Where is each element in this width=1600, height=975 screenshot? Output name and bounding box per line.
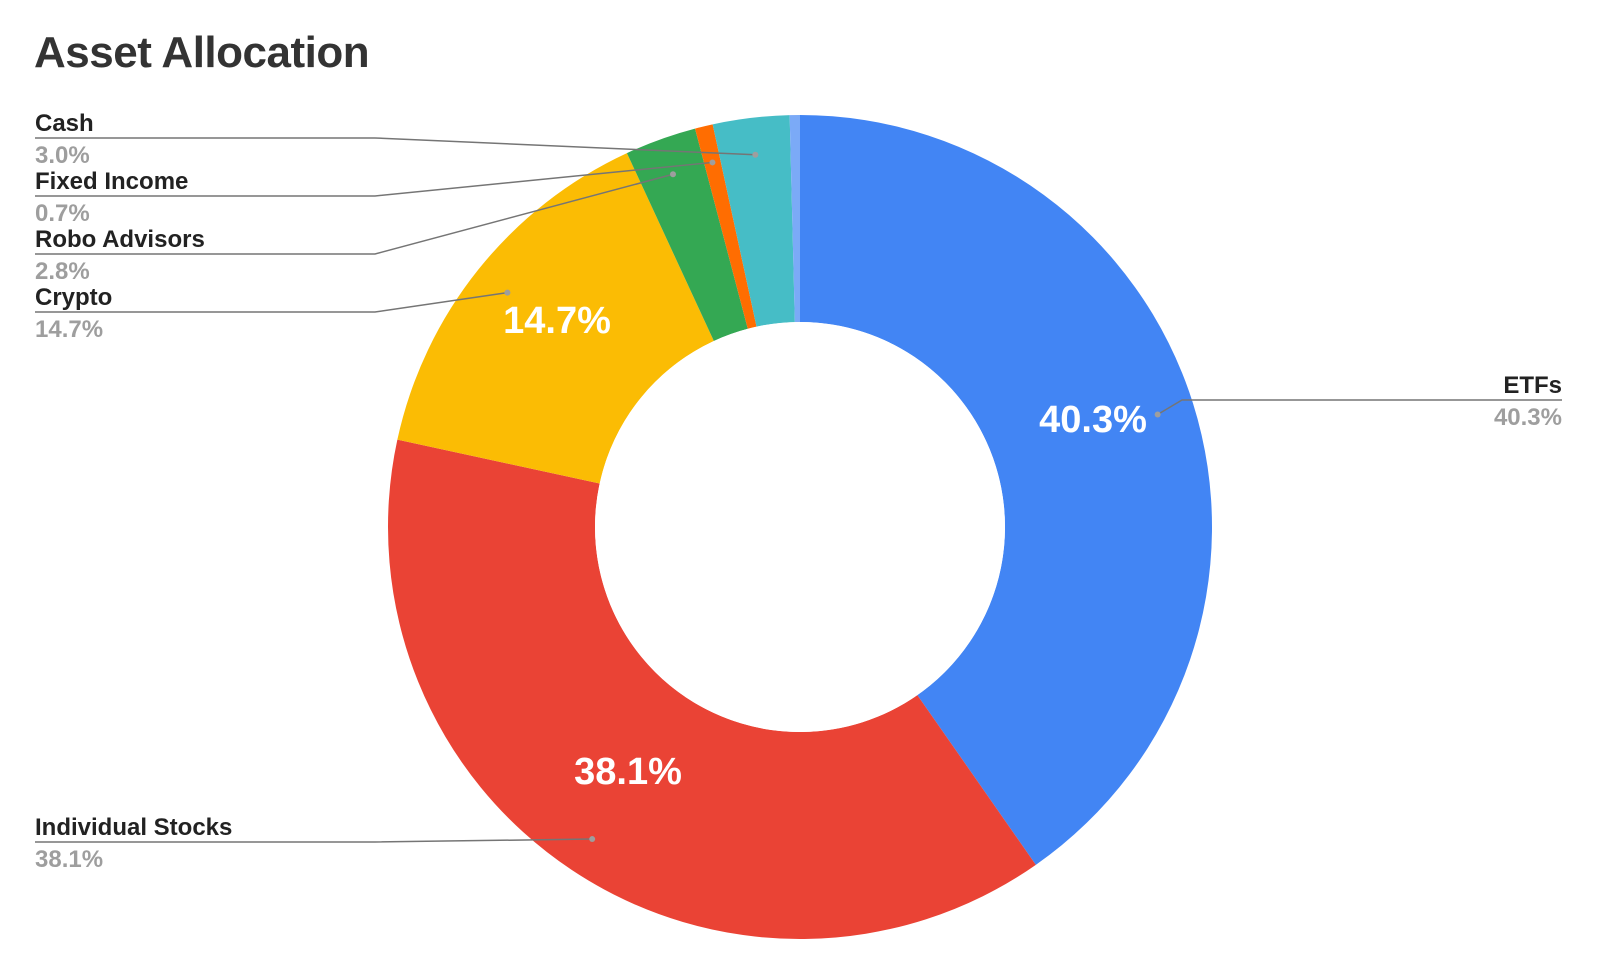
leader-line: [1157, 399, 1562, 416]
slice-label-name: Crypto: [35, 284, 112, 311]
slice-individual-stocks: [387, 439, 1036, 939]
leader-line: [35, 137, 756, 156]
slice-label-pct: 2.8%: [35, 258, 90, 285]
leader-line: [35, 173, 674, 255]
slice-crypto: [397, 153, 714, 484]
slice-label-name: Individual Stocks: [35, 814, 232, 841]
slice-label-pct: 0.7%: [35, 200, 90, 227]
slice-label-pct: 40.3%: [1494, 404, 1562, 431]
leader-dot: [752, 151, 759, 158]
leader-dot: [670, 171, 677, 178]
slice-inner-label: 40.3%: [1039, 399, 1147, 441]
donut-slices: [387, 115, 1213, 939]
slice-label-name: ETFs: [1503, 372, 1562, 399]
leader-line: [35, 838, 593, 843]
inner-labels: 40.3% 38.1% 14.7%: [503, 300, 1147, 793]
slice-label-pct: 14.7%: [35, 316, 103, 343]
leader-dot: [504, 289, 511, 296]
leader-dot: [1154, 411, 1161, 418]
slice-label-name: Cash: [35, 110, 94, 137]
leader-line: [35, 291, 508, 313]
chart-title: Asset Allocation: [34, 28, 370, 77]
slice-other: [789, 115, 800, 323]
leader-dot: [709, 159, 716, 166]
leader-line: [35, 161, 713, 197]
label-leaders: [35, 137, 1562, 843]
slice-etfs: [800, 115, 1213, 865]
slice-fixed-income: [695, 124, 757, 329]
slice-label-name: Robo Advisors: [35, 226, 205, 253]
slice-inner-label: 38.1%: [574, 751, 682, 793]
slice-inner-label: 14.7%: [503, 300, 611, 342]
donut-hole: [595, 322, 1005, 732]
slice-label-pct: 38.1%: [35, 846, 103, 873]
slice-robo-advisors: [626, 128, 748, 341]
slice-cash: [712, 115, 795, 327]
slice-label-pct: 3.0%: [35, 142, 90, 169]
slice-label-name: Fixed Income: [35, 168, 188, 195]
slice-labels: ETFs 40.3% Individual Stocks 38.1% Crypto 14.…: [35, 110, 1562, 873]
leader-dot: [589, 836, 596, 843]
